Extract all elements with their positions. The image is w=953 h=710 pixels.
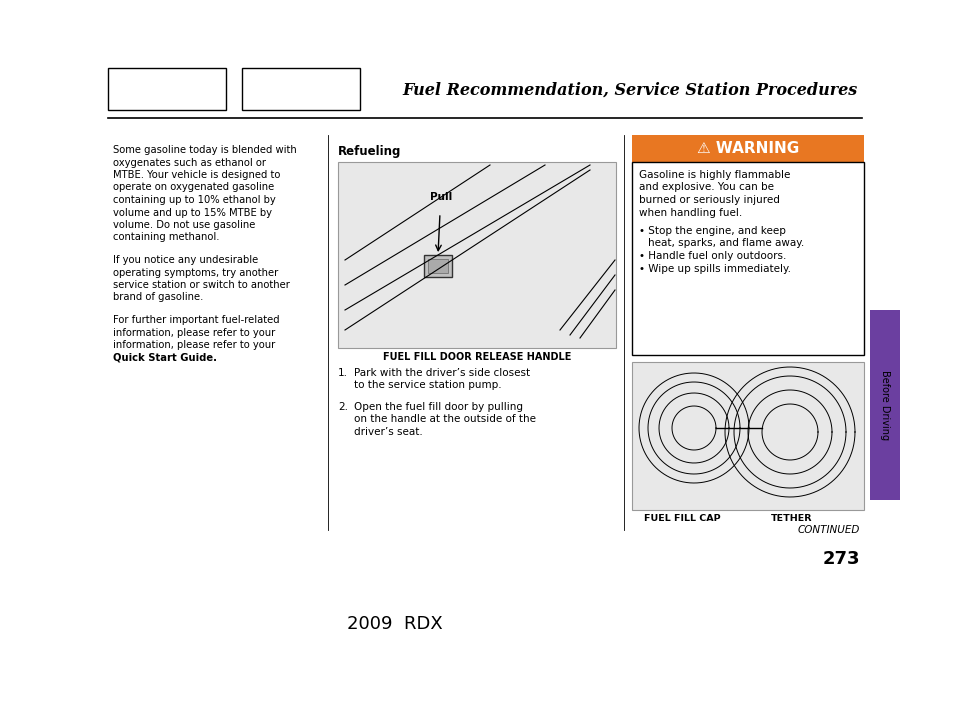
FancyBboxPatch shape [631, 135, 863, 162]
Text: containing up to 10% ethanol by: containing up to 10% ethanol by [112, 195, 275, 205]
Text: heat, sparks, and flame away.: heat, sparks, and flame away. [647, 239, 803, 248]
Text: CONTINUED: CONTINUED [797, 525, 859, 535]
Text: Fuel Recommendation, Service Station Procedures: Fuel Recommendation, Service Station Pro… [402, 82, 857, 99]
Text: 2.: 2. [337, 402, 348, 412]
FancyBboxPatch shape [337, 162, 616, 348]
Text: Pull: Pull [430, 192, 452, 202]
Text: ⚠ WARNING: ⚠ WARNING [696, 141, 799, 156]
Text: • Stop the engine, and keep: • Stop the engine, and keep [639, 226, 785, 236]
Text: Refueling: Refueling [337, 145, 401, 158]
Text: and explosive. You can be: and explosive. You can be [639, 182, 773, 192]
Text: 2009  RDX: 2009 RDX [347, 615, 442, 633]
FancyBboxPatch shape [423, 255, 452, 277]
Text: For further important fuel-related: For further important fuel-related [112, 315, 279, 325]
Text: FUEL FILL DOOR RELEASE HANDLE: FUEL FILL DOOR RELEASE HANDLE [382, 352, 571, 362]
Text: operating symptoms, try another: operating symptoms, try another [112, 268, 278, 278]
Text: information, please refer to your: information, please refer to your [112, 327, 275, 337]
Text: information, please refer to your: information, please refer to your [112, 340, 275, 350]
Text: Park with the driver’s side closest: Park with the driver’s side closest [354, 368, 530, 378]
Text: MTBE. Your vehicle is designed to: MTBE. Your vehicle is designed to [112, 170, 280, 180]
FancyBboxPatch shape [869, 310, 899, 500]
Text: FUEL FILL CAP: FUEL FILL CAP [643, 514, 720, 523]
FancyBboxPatch shape [631, 362, 863, 510]
FancyBboxPatch shape [242, 68, 359, 110]
Text: containing methanol.: containing methanol. [112, 232, 219, 243]
Text: volume. Do not use gasoline: volume. Do not use gasoline [112, 220, 255, 230]
FancyBboxPatch shape [631, 162, 863, 355]
Text: driver’s seat.: driver’s seat. [354, 427, 422, 437]
Text: operate on oxygenated gasoline: operate on oxygenated gasoline [112, 182, 274, 192]
Text: volume and up to 15% MTBE by: volume and up to 15% MTBE by [112, 207, 272, 217]
Text: 273: 273 [821, 550, 859, 568]
Text: 1.: 1. [337, 368, 348, 378]
Text: on the handle at the outside of the: on the handle at the outside of the [354, 414, 536, 425]
Text: to the service station pump.: to the service station pump. [354, 381, 501, 390]
Text: Open the fuel fill door by pulling: Open the fuel fill door by pulling [354, 402, 522, 412]
Text: Gasoline is highly flammable: Gasoline is highly flammable [639, 170, 789, 180]
Text: when handling fuel.: when handling fuel. [639, 207, 741, 217]
Text: • Handle fuel only outdoors.: • Handle fuel only outdoors. [639, 251, 785, 261]
Text: Some gasoline today is blended with: Some gasoline today is blended with [112, 145, 296, 155]
Text: • Wipe up spills immediately.: • Wipe up spills immediately. [639, 263, 790, 273]
Text: brand of gasoline.: brand of gasoline. [112, 293, 203, 302]
Text: service station or switch to another: service station or switch to another [112, 280, 290, 290]
Text: Before Driving: Before Driving [879, 370, 889, 440]
FancyBboxPatch shape [428, 259, 448, 273]
Text: oxygenates such as ethanol or: oxygenates such as ethanol or [112, 158, 266, 168]
Text: burned or seriously injured: burned or seriously injured [639, 195, 779, 205]
Text: Quick Start Guide.: Quick Start Guide. [112, 352, 216, 363]
Text: TETHER: TETHER [770, 514, 812, 523]
FancyBboxPatch shape [108, 68, 226, 110]
Text: If you notice any undesirable: If you notice any undesirable [112, 255, 258, 265]
